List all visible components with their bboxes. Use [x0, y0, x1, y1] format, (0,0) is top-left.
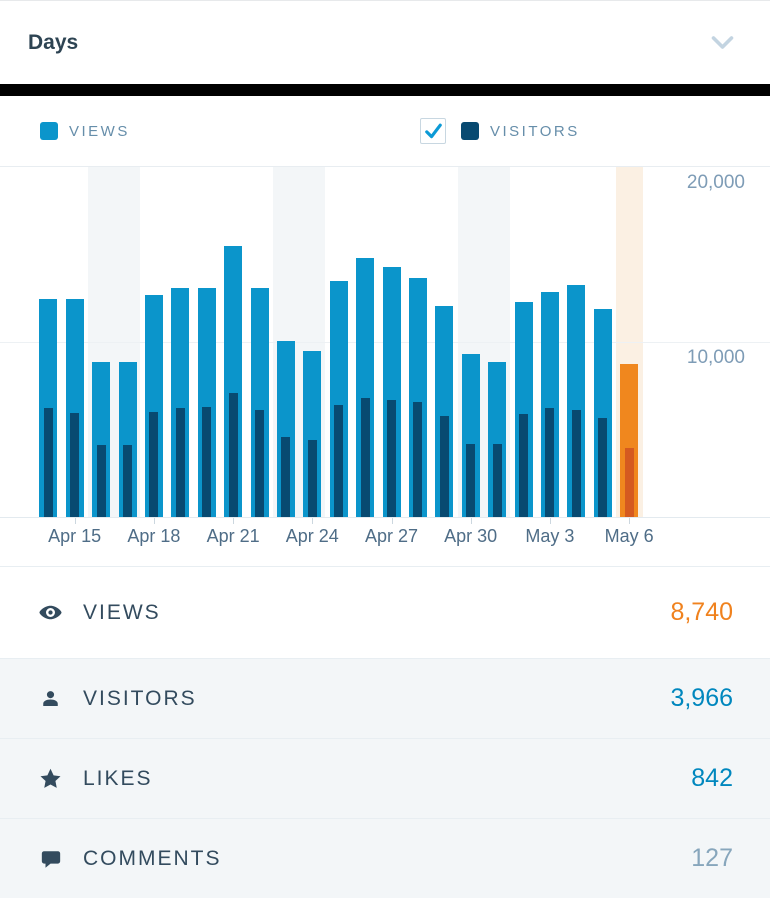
- chart-legend: VIEWS VISITORS: [0, 96, 770, 166]
- chart-bar[interactable]: [171, 288, 190, 517]
- chart-bar-visitors-segment: [255, 410, 264, 517]
- chart-bar[interactable]: [329, 281, 348, 517]
- x-axis-label: May 3: [525, 526, 575, 546]
- x-axis-tick: [629, 518, 631, 524]
- chart-bar[interactable]: [250, 288, 269, 517]
- chart-bar-visitors-segment: [439, 416, 449, 517]
- chart-bar[interactable]: [540, 292, 559, 517]
- views-legend: VIEWS: [40, 96, 130, 166]
- chart-bar[interactable]: [514, 302, 533, 517]
- chart-bar[interactable]: [303, 351, 322, 517]
- comment-icon: [37, 845, 64, 872]
- chart-bar-visitors-segment: [228, 393, 238, 517]
- x-axis-label: May 6: [604, 526, 654, 546]
- visitors-checkbox[interactable]: [420, 118, 446, 144]
- summary-value: 3,966: [670, 684, 733, 712]
- summary-tab-visitors[interactable]: VISITORS 3,966: [0, 658, 770, 738]
- visitors-swatch: [461, 122, 479, 140]
- summary-label: LIKES: [83, 766, 153, 790]
- chart-bar[interactable]: [118, 362, 137, 517]
- views-legend-label: VIEWS: [69, 122, 130, 140]
- x-axis-tick: [470, 518, 472, 524]
- x-axis-tick: [391, 518, 393, 524]
- summary-tabs: VIEWS 8,740 VISITORS 3,966 LIKES 842 COMMENTS 1…: [0, 566, 770, 898]
- summary-value: 8,740: [670, 598, 733, 626]
- chart-bar[interactable]: [224, 246, 243, 517]
- star-icon: [37, 765, 64, 792]
- chart-bar-visitors-segment: [413, 402, 423, 517]
- chart-bar[interactable]: [356, 258, 375, 517]
- y-axis-label: 10,000: [686, 347, 745, 368]
- chart-bar-visitors-segment: [466, 444, 476, 517]
- chart-bar[interactable]: [39, 299, 58, 517]
- chart-bar-visitors-segment: [519, 414, 528, 517]
- x-axis-label: Apr 15: [48, 526, 102, 546]
- chart-bar[interactable]: [144, 295, 163, 517]
- chart-bar-selected[interactable]: [620, 364, 639, 517]
- views-swatch: [40, 122, 58, 140]
- masterbar-strip: [0, 84, 770, 96]
- chart-bar-visitors-segment: [624, 448, 634, 517]
- chart-bar-visitors-segment: [545, 408, 555, 517]
- x-axis-tick: [549, 518, 551, 524]
- summary-label: VIEWS: [83, 600, 161, 624]
- chart-bar[interactable]: [435, 306, 454, 517]
- summary-label: COMMENTS: [83, 846, 222, 870]
- chart-bar[interactable]: [488, 362, 507, 517]
- chart-bar[interactable]: [408, 278, 427, 517]
- x-axis-label: Apr 30: [444, 526, 498, 546]
- x-axis: Apr 15 Apr 18 Apr 21 Apr 24 Apr 27 Apr 30 May …: [0, 518, 770, 562]
- x-axis-label: Apr 27: [364, 526, 419, 546]
- x-axis-label: Apr 24: [285, 526, 339, 546]
- chart-bar-visitors-segment: [43, 408, 53, 517]
- summary-label: VISITORS: [83, 686, 197, 710]
- chart-bar-visitors-segment: [492, 444, 502, 517]
- chart-bar-visitors-segment: [96, 445, 106, 517]
- chart-bar-visitors-segment: [202, 407, 212, 517]
- chart-bar[interactable]: [92, 362, 111, 517]
- chart-bar[interactable]: [276, 341, 295, 517]
- chart-bar-visitors-segment: [598, 418, 608, 517]
- eye-icon: [37, 599, 64, 626]
- visitors-legend-label: VISITORS: [490, 122, 580, 140]
- x-axis-label: Apr 21: [206, 526, 260, 546]
- chart-bar[interactable]: [593, 309, 612, 517]
- chart-bar[interactable]: [197, 288, 216, 517]
- chart-bar[interactable]: [382, 267, 401, 517]
- x-axis-label: Apr 18: [127, 526, 181, 546]
- summary-tab-views[interactable]: VIEWS 8,740: [0, 567, 770, 658]
- chart-bar-visitors-segment: [123, 445, 132, 517]
- chart-bar-visitors-segment: [149, 412, 159, 517]
- y-axis-label: 20,000: [686, 172, 745, 193]
- chart-bar-visitors-segment: [307, 440, 317, 517]
- x-axis-tick: [233, 518, 235, 524]
- chart-bar-visitors-segment: [360, 398, 370, 517]
- chart-bar[interactable]: [461, 354, 480, 517]
- period-title: Days: [28, 30, 79, 54]
- chart-bar[interactable]: [65, 299, 84, 517]
- x-axis-tick: [312, 518, 314, 524]
- person-icon: [37, 685, 64, 712]
- plot-area: [0, 166, 770, 518]
- chevron-down-icon[interactable]: [711, 35, 734, 51]
- chart-bar-visitors-segment: [281, 437, 291, 517]
- summary-tab-likes[interactable]: LIKES 842: [0, 738, 770, 818]
- chart-bar-visitors-segment: [70, 413, 80, 517]
- period-selector[interactable]: Days: [0, 0, 770, 84]
- summary-value: 127: [691, 844, 733, 872]
- visitors-legend[interactable]: VISITORS: [420, 96, 580, 166]
- x-axis-tick: [74, 518, 76, 524]
- chart-bar[interactable]: [567, 285, 586, 517]
- chart-bar-visitors-segment: [175, 408, 185, 517]
- chart-bar-visitors-segment: [334, 405, 344, 517]
- summary-tab-comments[interactable]: COMMENTS 127: [0, 818, 770, 898]
- chart-bar-visitors-segment: [387, 400, 396, 517]
- chart-bar-visitors-segment: [571, 410, 581, 517]
- x-axis-tick: [153, 518, 155, 524]
- summary-value: 842: [691, 764, 733, 792]
